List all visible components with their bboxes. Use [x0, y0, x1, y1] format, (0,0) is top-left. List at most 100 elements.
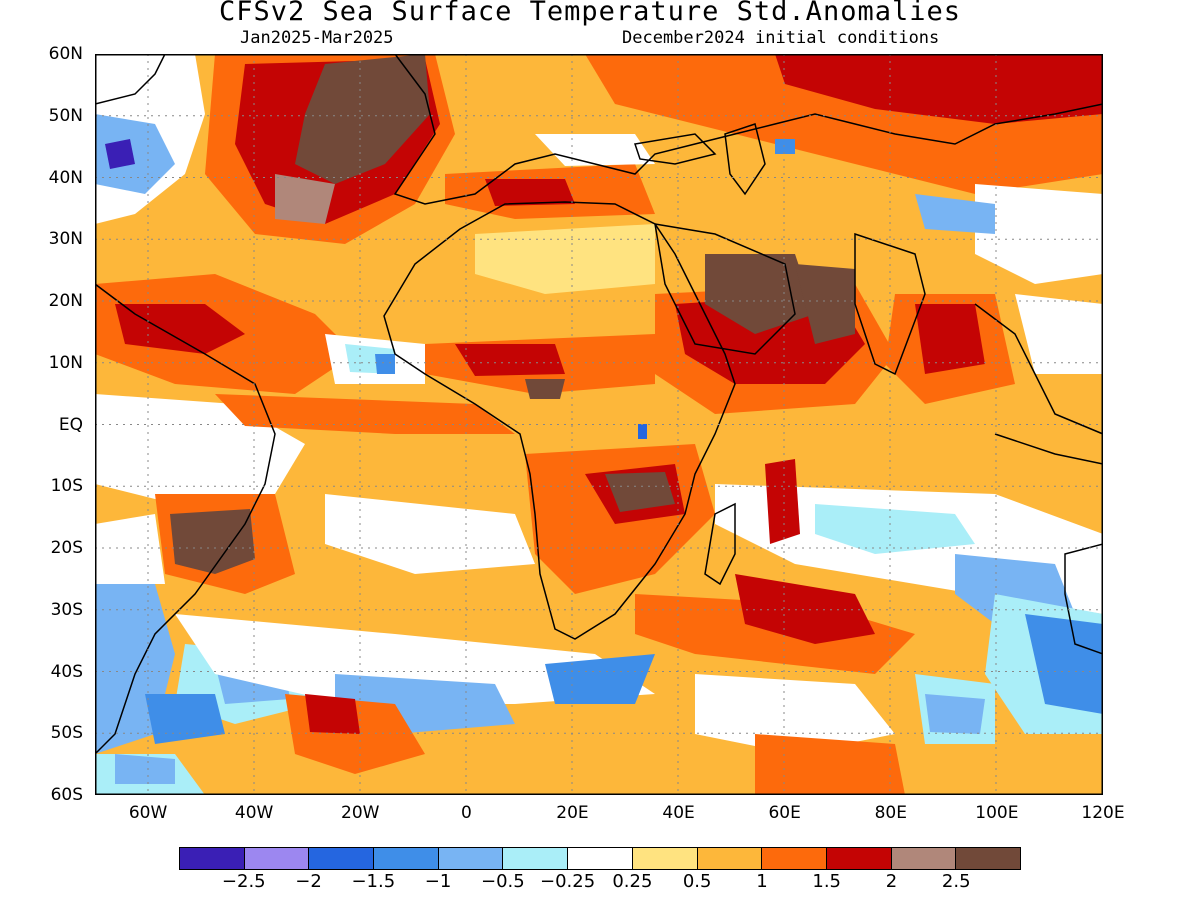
lat-tick-label: 20S — [50, 538, 83, 558]
anomaly-patch — [795, 264, 855, 344]
anomaly-patch — [305, 694, 360, 734]
lon-tick-label: 80E — [874, 803, 907, 823]
lon-tick-label: 40W — [234, 803, 274, 823]
anomaly-patches — [95, 54, 1103, 795]
period-subtitle: Jan2025-Mar2025 — [240, 28, 394, 48]
anomaly-patch — [105, 139, 135, 169]
lon-tick-label: 60W — [128, 803, 168, 823]
anomaly-patch — [455, 344, 565, 376]
anomaly-patch — [475, 224, 655, 294]
anomaly-patch — [735, 574, 875, 644]
colorbar-swatch — [956, 848, 1020, 869]
lat-tick-label: 30N — [48, 229, 83, 250]
anomaly-patch — [295, 54, 430, 184]
lat-tick-label: 60S — [50, 785, 83, 805]
anomaly-patch — [95, 514, 165, 584]
lat-tick-label: 60N — [48, 44, 83, 64]
anomaly-patch — [775, 139, 795, 154]
black-sea-outline — [634, 133, 717, 165]
lat-tick-label: 40S — [50, 661, 83, 682]
europe-coastline — [393, 54, 1103, 205]
colorbar-tick-label: 1.5 — [812, 871, 842, 892]
colorbar-tick-label: 0.25 — [612, 871, 653, 892]
south-america-coastline — [95, 283, 276, 755]
colorbar-tick-label: −1.5 — [351, 871, 396, 892]
colorbar-swatch — [762, 848, 827, 869]
colorbar-tick-label: −1 — [424, 871, 452, 892]
anomaly-patch — [695, 674, 895, 754]
init-conditions-subtitle: December2024 initial conditions — [622, 28, 940, 48]
australia-coastline — [1064, 543, 1103, 655]
anomaly-patch — [375, 354, 395, 374]
colorbar-tick-label: −2 — [295, 871, 322, 892]
anomaly-patch — [638, 424, 647, 439]
colorbar-swatch — [891, 848, 957, 869]
lat-tick-label: 20N — [48, 291, 83, 311]
chart-title: CFSv2 Sea Surface Temperature Std.Anomal… — [219, 0, 961, 27]
anomaly-patch — [170, 509, 255, 574]
lat-tick-label: EQ — [58, 414, 83, 435]
colorbar-swatch — [697, 848, 763, 869]
north-america-coastline — [95, 54, 166, 105]
colorbar-tick-label: 2.5 — [941, 871, 971, 892]
anomaly-map — [95, 54, 1103, 795]
colorbar-tick-label: −2.5 — [221, 871, 266, 892]
anomaly-patch — [525, 379, 565, 399]
colorbar-tick-label: 0.5 — [682, 871, 712, 892]
coastlines — [95, 54, 1103, 755]
colorbar-swatch — [568, 848, 633, 869]
colorbar-swatch — [438, 848, 504, 869]
colorbar-tick-label: −0.25 — [540, 871, 596, 892]
southeast-asia-coastline — [974, 303, 1103, 435]
india-coastline — [854, 232, 926, 376]
anomaly-patch — [95, 114, 175, 194]
lat-tick-label: 10N — [48, 352, 83, 373]
lat-tick-label: 50N — [48, 105, 83, 126]
anomaly-patch — [535, 134, 655, 166]
anomaly-patch — [925, 694, 985, 734]
anomaly-patch — [915, 194, 995, 234]
colorbar-swatch — [309, 848, 375, 869]
caspian-sea-outline — [724, 123, 766, 196]
africa-coastline — [383, 201, 736, 640]
lon-tick-label: 60E — [768, 803, 801, 823]
colorbar — [179, 847, 1021, 870]
graticule — [95, 54, 1103, 795]
anomaly-patch — [1015, 294, 1103, 374]
colorbar-swatch — [503, 848, 569, 869]
lon-tick-label: 100E — [975, 803, 1019, 823]
colorbar-tick-label: 1 — [756, 871, 768, 892]
lon-tick-label: 20W — [341, 803, 380, 823]
anomaly-patch — [815, 504, 975, 554]
lat-tick-label: 10S — [50, 476, 83, 497]
anomaly-patch — [755, 734, 905, 795]
madagascar-coastline — [704, 502, 736, 586]
lon-tick-label: 120E — [1081, 803, 1125, 823]
lat-tick-label: 50S — [50, 723, 83, 744]
anomaly-patch — [275, 174, 335, 224]
colorbar-swatch — [374, 848, 439, 869]
anomaly-patch — [915, 304, 985, 374]
anomaly-patch — [975, 184, 1103, 284]
lat-tick-label: 30S — [50, 599, 83, 620]
colorbar-tick-label: 2 — [885, 871, 898, 892]
anomaly-patch — [115, 754, 175, 784]
anomaly-patch — [1025, 614, 1103, 714]
colorbar-swatch — [180, 848, 245, 869]
lon-tick-label: 20E — [556, 803, 589, 823]
anomaly-patch — [175, 614, 655, 704]
anomaly-patch — [605, 472, 675, 512]
anomaly-patch — [485, 179, 575, 206]
lat-tick-label: 40N — [48, 167, 83, 188]
anomaly-patch — [765, 459, 800, 544]
anomaly-patch — [145, 694, 225, 744]
colorbar-tick-label: −0.5 — [480, 871, 525, 892]
lon-tick-label: 40E — [662, 803, 695, 823]
indonesia-coastline — [994, 433, 1103, 465]
anomaly-patch — [775, 54, 1103, 124]
lon-tick-label: 0 — [460, 803, 472, 823]
anomaly-patch — [325, 494, 535, 574]
colorbar-swatch — [632, 848, 698, 869]
map-frame — [95, 54, 1103, 795]
colorbar-swatch — [826, 848, 892, 869]
